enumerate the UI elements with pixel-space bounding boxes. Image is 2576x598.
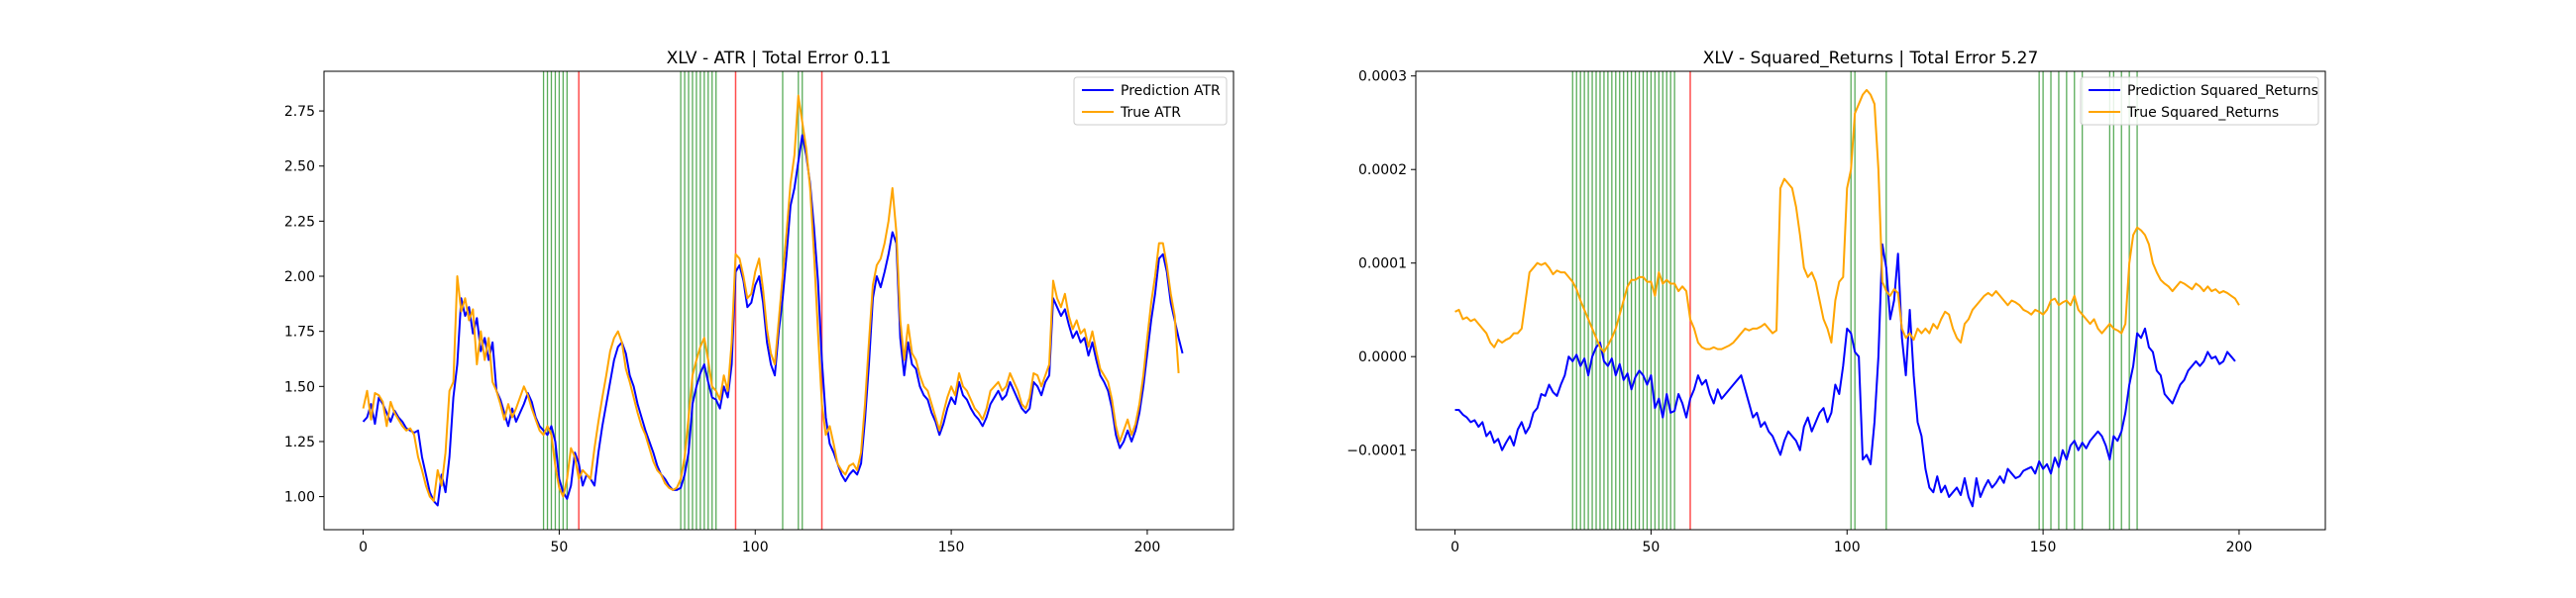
x-tick-label: 50 (1642, 540, 1660, 555)
plot-frame (323, 70, 1234, 531)
series-line-true (1454, 88, 2240, 353)
y-tick-label: 1.25 (284, 435, 315, 450)
legend-label-prediction: Prediction Squared_Returns (2127, 83, 2318, 99)
x-tick-label: 0 (1450, 540, 1459, 555)
x-tick-label: 100 (1834, 540, 1861, 555)
chart-squared-returns: XLV - Squared_Returns | Total Error 5.27… (1346, 49, 2326, 555)
y-tick-label: 1.50 (284, 379, 315, 395)
x-tick-label: 50 (550, 540, 568, 555)
legend: Prediction ATR True ATR (1073, 76, 1228, 126)
x-tick-label: 200 (1134, 540, 1161, 555)
x-tick-label: 150 (2030, 540, 2057, 555)
y-tick-label: 2.50 (284, 159, 315, 175)
series-line-prediction (1454, 243, 2236, 508)
y-tick-label: 2.00 (284, 269, 315, 285)
y-tick-label: 0.0002 (1358, 162, 1407, 178)
plot-frame (1415, 70, 2326, 531)
y-axis-ticks: −0.0001 0.0000 0.0001 0.0002 0.0003 (1346, 69, 1416, 459)
series-lines (362, 94, 1184, 507)
y-tick-label: −0.0001 (1346, 444, 1407, 459)
series-line-true (362, 94, 1180, 503)
x-axis-ticks: 0 50 100 150 200 (359, 530, 1160, 555)
y-axis-ticks: 1.00 1.25 1.50 1.75 2.00 2.25 2.50 2.75 (284, 104, 324, 506)
chart-title: XLV - ATR | Total Error 0.11 (667, 49, 892, 68)
x-tick-label: 100 (742, 540, 769, 555)
chart-title: XLV - Squared_Returns | Total Error 5.27 (1703, 49, 2039, 68)
legend-label-prediction: Prediction ATR (1121, 83, 1221, 99)
x-tick-label: 150 (938, 540, 965, 555)
legend-label-true: True ATR (1120, 105, 1181, 121)
x-tick-label: 200 (2226, 540, 2253, 555)
series-lines (1454, 88, 2240, 508)
y-tick-label: 1.00 (284, 490, 315, 506)
series-line-prediction (362, 134, 1184, 507)
y-tick-label: 2.75 (284, 104, 315, 120)
legend-label-true: True Squared_Returns (2126, 105, 2279, 121)
legend: Prediction Squared_Returns True Squared_… (2080, 76, 2319, 126)
y-tick-label: 1.75 (284, 325, 315, 341)
y-tick-label: 2.25 (284, 214, 315, 230)
chart-atr: XLV - ATR | Total Error 0.11 0 50 100 150 20… (284, 49, 1234, 555)
legend-box (2080, 76, 2319, 126)
y-tick-label: 0.0000 (1358, 349, 1407, 365)
x-axis-ticks: 0 50 100 150 200 (1450, 530, 2252, 555)
y-tick-label: 0.0001 (1358, 256, 1407, 272)
x-tick-label: 0 (359, 540, 368, 555)
y-tick-label: 0.0003 (1358, 69, 1407, 85)
